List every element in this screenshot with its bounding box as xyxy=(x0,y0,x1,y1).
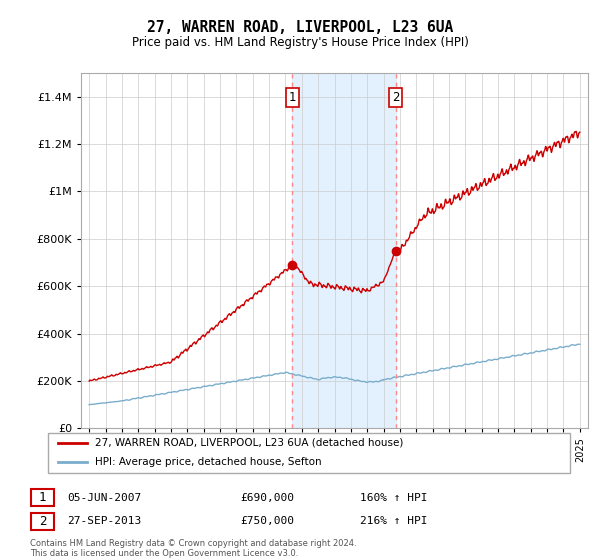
Text: 1: 1 xyxy=(39,491,46,505)
Text: HPI: Average price, detached house, Sefton: HPI: Average price, detached house, Seft… xyxy=(95,457,322,467)
Bar xyxy=(292,73,395,428)
Text: 27-SEP-2013: 27-SEP-2013 xyxy=(67,516,142,526)
Text: Price paid vs. HM Land Registry's House Price Index (HPI): Price paid vs. HM Land Registry's House … xyxy=(131,36,469,49)
Bar xyxy=(31,513,54,530)
Text: 05-JUN-2007: 05-JUN-2007 xyxy=(67,493,142,503)
Text: 27, WARREN ROAD, LIVERPOOL, L23 6UA: 27, WARREN ROAD, LIVERPOOL, L23 6UA xyxy=(147,20,453,35)
Text: 2: 2 xyxy=(392,91,400,104)
Bar xyxy=(31,489,54,506)
Text: 1: 1 xyxy=(289,91,296,104)
Text: 2: 2 xyxy=(39,515,46,528)
Text: 160% ↑ HPI: 160% ↑ HPI xyxy=(360,493,427,503)
Text: £750,000: £750,000 xyxy=(240,516,294,526)
Text: 216% ↑ HPI: 216% ↑ HPI xyxy=(360,516,427,526)
Text: £690,000: £690,000 xyxy=(240,493,294,503)
Text: 27, WARREN ROAD, LIVERPOOL, L23 6UA (detached house): 27, WARREN ROAD, LIVERPOOL, L23 6UA (det… xyxy=(95,438,403,448)
Text: Contains HM Land Registry data © Crown copyright and database right 2024.
This d: Contains HM Land Registry data © Crown c… xyxy=(30,539,356,558)
